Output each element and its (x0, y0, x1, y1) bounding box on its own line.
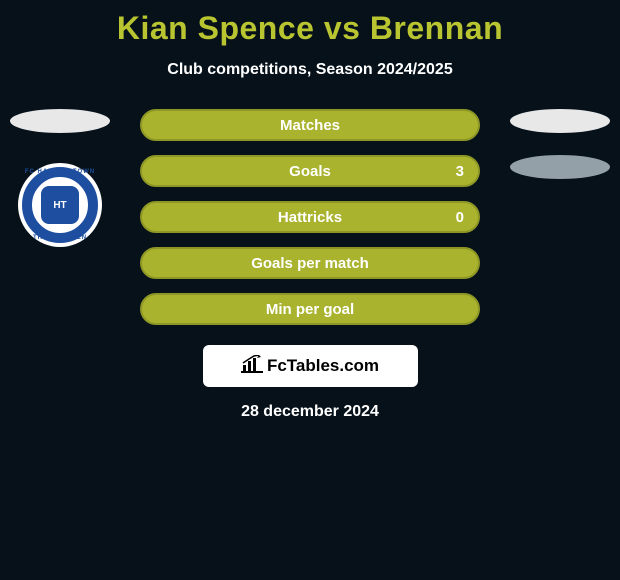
left-player-column: FC HALIFAX TOWN HT THE SHAYMEN (0, 109, 120, 247)
right-player-column (500, 109, 620, 201)
stat-bars: Matches Goals 3 Hattricks 0 Goals per ma… (140, 109, 480, 325)
club-logo-text-bot: THE SHAYMEN (18, 235, 102, 241)
brand-box: FcTables.com (203, 345, 418, 387)
comparison-infographic: Kian Spence vs Brennan Club competitions… (0, 0, 620, 580)
right-photo-placeholder-2 (510, 155, 610, 179)
chart-icon (241, 355, 263, 378)
left-photo-placeholder (10, 109, 110, 133)
date-text: 28 december 2024 (0, 403, 620, 421)
right-photo-placeholder-1 (510, 109, 610, 133)
bar-label: Hattricks (278, 209, 342, 226)
content-area: FC HALIFAX TOWN HT THE SHAYMEN Matches G… (0, 109, 620, 421)
bar-right-value: 3 (456, 163, 464, 180)
bar-label: Goals (289, 163, 331, 180)
brand-text: FcTables.com (267, 356, 379, 376)
bar-goals: Goals 3 (140, 155, 480, 187)
bar-right-value: 0 (456, 209, 464, 226)
bar-goals-per-match: Goals per match (140, 247, 480, 279)
subtitle: Club competitions, Season 2024/2025 (0, 61, 620, 79)
bar-label: Goals per match (251, 255, 369, 272)
page-title: Kian Spence vs Brennan (0, 0, 620, 47)
bar-min-per-goal: Min per goal (140, 293, 480, 325)
bar-matches: Matches (140, 109, 480, 141)
bar-label: Matches (280, 117, 340, 134)
bar-hattricks: Hattricks 0 (140, 201, 480, 233)
club-logo-inner: HT (41, 186, 79, 224)
bar-label: Min per goal (266, 301, 354, 318)
club-logo-left: FC HALIFAX TOWN HT THE SHAYMEN (18, 163, 102, 247)
